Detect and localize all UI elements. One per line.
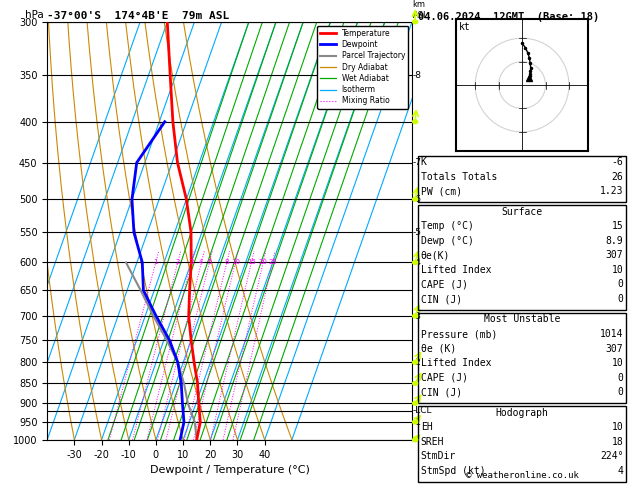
Text: hPa: hPa xyxy=(25,10,44,20)
Text: CAPE (J): CAPE (J) xyxy=(421,373,468,383)
Text: 2: 2 xyxy=(175,260,180,265)
Text: 15: 15 xyxy=(247,260,256,265)
Text: -1: -1 xyxy=(413,417,421,427)
Text: Temp (°C): Temp (°C) xyxy=(421,221,474,231)
Text: 15: 15 xyxy=(611,221,623,231)
Text: θe (K): θe (K) xyxy=(421,344,456,354)
Text: 26: 26 xyxy=(611,172,623,182)
Text: Hodograph: Hodograph xyxy=(496,408,548,418)
Text: -6: -6 xyxy=(611,157,623,167)
Text: 25: 25 xyxy=(268,260,277,265)
Text: Dewp (°C): Dewp (°C) xyxy=(421,236,474,246)
Text: 5: 5 xyxy=(207,260,211,265)
Text: 4: 4 xyxy=(199,260,204,265)
Text: 10: 10 xyxy=(611,358,623,368)
Text: 10: 10 xyxy=(231,260,240,265)
Text: K: K xyxy=(421,157,426,167)
Text: CAPE (J): CAPE (J) xyxy=(421,279,468,290)
Text: 307: 307 xyxy=(606,250,623,260)
Text: Lifted Index: Lifted Index xyxy=(421,265,491,275)
Text: -2: -2 xyxy=(413,358,421,367)
Text: kt: kt xyxy=(459,22,471,32)
Text: 1: 1 xyxy=(153,260,158,265)
Text: EH: EH xyxy=(421,422,433,433)
Text: Totals Totals: Totals Totals xyxy=(421,172,497,182)
Text: -LCL: -LCL xyxy=(413,406,432,416)
Text: 0: 0 xyxy=(618,279,623,290)
Text: 10: 10 xyxy=(611,265,623,275)
Text: 0: 0 xyxy=(618,373,623,383)
Text: -3: -3 xyxy=(413,312,421,320)
Text: 1014: 1014 xyxy=(600,329,623,339)
Text: 3: 3 xyxy=(189,260,194,265)
Text: -37°00'S  174°4B'E  79m ASL: -37°00'S 174°4B'E 79m ASL xyxy=(47,11,230,21)
Text: 0: 0 xyxy=(618,387,623,398)
Text: 307: 307 xyxy=(606,344,623,354)
Text: © weatheronline.co.uk: © weatheronline.co.uk xyxy=(465,471,579,480)
Text: -6: -6 xyxy=(413,195,421,204)
Text: StmSpd (kt): StmSpd (kt) xyxy=(421,466,486,476)
Text: 04.06.2024  12GMT  (Base: 18): 04.06.2024 12GMT (Base: 18) xyxy=(418,12,599,22)
Legend: Temperature, Dewpoint, Parcel Trajectory, Dry Adiabat, Wet Adiabat, Isotherm, Mi: Temperature, Dewpoint, Parcel Trajectory… xyxy=(317,26,408,108)
Text: 0: 0 xyxy=(618,294,623,304)
Text: 18: 18 xyxy=(611,437,623,447)
Text: 224°: 224° xyxy=(600,451,623,462)
Text: 20: 20 xyxy=(259,260,267,265)
Text: Pressure (mb): Pressure (mb) xyxy=(421,329,497,339)
Text: 1.23: 1.23 xyxy=(600,186,623,196)
Text: StmDir: StmDir xyxy=(421,451,456,462)
Text: 8: 8 xyxy=(225,260,229,265)
X-axis label: Dewpoint / Temperature (°C): Dewpoint / Temperature (°C) xyxy=(150,465,309,475)
Text: CIN (J): CIN (J) xyxy=(421,294,462,304)
Text: 10: 10 xyxy=(611,422,623,433)
Text: SREH: SREH xyxy=(421,437,444,447)
Text: km
ASL: km ASL xyxy=(413,0,428,19)
Text: CIN (J): CIN (J) xyxy=(421,387,462,398)
Text: -5: -5 xyxy=(413,228,421,237)
Text: 4: 4 xyxy=(618,466,623,476)
Text: -8: -8 xyxy=(413,71,421,80)
Text: Lifted Index: Lifted Index xyxy=(421,358,491,368)
Text: -4: -4 xyxy=(413,258,421,267)
Text: 8.9: 8.9 xyxy=(606,236,623,246)
Text: -7: -7 xyxy=(413,158,421,167)
Text: Most Unstable: Most Unstable xyxy=(484,314,560,325)
Text: Surface: Surface xyxy=(501,207,543,217)
Text: θe(K): θe(K) xyxy=(421,250,450,260)
Text: PW (cm): PW (cm) xyxy=(421,186,462,196)
